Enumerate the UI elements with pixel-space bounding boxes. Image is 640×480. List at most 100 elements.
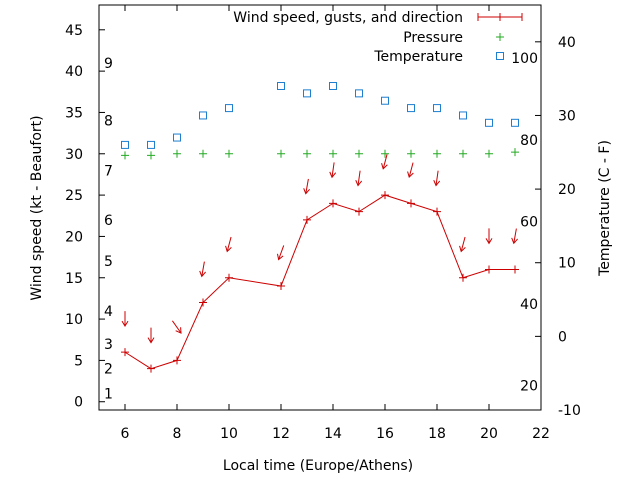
wind-speed-point (199, 298, 207, 307)
temperature-point (433, 104, 441, 113)
temperature-point (329, 82, 337, 90)
wind-direction-arrow (433, 170, 441, 187)
wind-arrow-head (329, 171, 337, 179)
legend-sample-pressure (496, 33, 504, 41)
wind-speed-point (381, 191, 389, 200)
temperature-point (485, 118, 493, 127)
wind-speed-point (277, 282, 285, 291)
series-layer (121, 82, 519, 373)
y-tick-label: 15 (65, 271, 83, 287)
wind-arrow-head (485, 238, 493, 245)
wind-arrow-head (199, 270, 206, 278)
beaufort-label: 9 (104, 56, 113, 72)
temperature-point (277, 82, 285, 90)
y-tick-label: 5 (74, 353, 83, 369)
y-tick-label: 30 (65, 147, 83, 163)
pressure-point (147, 151, 155, 160)
wind-direction-arrow (277, 245, 285, 261)
pressure-point (355, 149, 363, 158)
pressure-point (199, 149, 207, 158)
fahrenheit-label: 80 (520, 133, 538, 149)
y2-axis-label: Temperature (C - F) (597, 140, 613, 277)
x-tick-label: 8 (173, 426, 182, 442)
wind-arrow-shaft (460, 236, 466, 251)
y2-tick-label: -10 (558, 403, 581, 419)
pressure-point (303, 149, 311, 158)
pressure-point (381, 149, 389, 158)
temperature-point (459, 111, 467, 120)
wind-arrow-shaft (357, 170, 361, 185)
y2-tick-label: 30 (558, 108, 576, 124)
wind-direction-arrow (303, 178, 310, 195)
wind-arrow-head (277, 253, 284, 261)
x-tick-label: 12 (272, 426, 290, 442)
x-tick-label: 10 (220, 426, 238, 442)
wind-direction-arrow (355, 170, 363, 187)
wind-direction-arrow (329, 162, 337, 179)
temperature-point (355, 89, 363, 98)
x-tick-label: 16 (376, 426, 394, 442)
beaufort-label: 7 (104, 163, 113, 179)
wind-speed-point (225, 273, 233, 282)
wind-speed-point (173, 356, 181, 365)
temperature-point (199, 111, 207, 120)
wind-arrow-head (459, 245, 466, 253)
pressure-point (225, 149, 233, 158)
x-axis-label: Local time (Europe/Athens) (223, 458, 413, 474)
x-tick-label: 6 (121, 426, 130, 442)
wind-arrow-shaft (382, 154, 388, 168)
wind-speed-point (329, 199, 337, 208)
ticks-layer: 6 8 10 12 14 16 18 20 22051015202530354045-10010… (65, 5, 581, 442)
y-tick-label: 10 (65, 312, 83, 328)
y2-tick-label: 40 (558, 35, 576, 51)
wind-arrow-head (511, 237, 518, 245)
wind-arrow-head (225, 245, 232, 253)
wind-arrow-shaft (226, 236, 232, 251)
temperature-point (173, 133, 181, 142)
x-tick-label: 18 (428, 426, 446, 442)
wind-speed-point (459, 273, 467, 282)
wind-speed-point (407, 199, 415, 208)
wind-direction-arrow (121, 311, 129, 328)
wind-speed-point (433, 207, 441, 216)
wind-arrow-head (175, 327, 182, 334)
beaufort-label: 1 (104, 386, 113, 402)
wind-arrow-shaft (513, 228, 517, 243)
plot-frame (98, 4, 542, 411)
wind-speed-line (124, 194, 515, 370)
wind-speed-point (511, 265, 519, 274)
wind-direction-arrow (199, 261, 206, 278)
wind-arrow-shaft (201, 261, 205, 276)
pressure-point (511, 148, 519, 157)
y-tick-label: 25 (65, 188, 83, 204)
wind-arrow-head (355, 179, 363, 187)
wind-arrow-head (303, 188, 310, 195)
y-axis-label: Wind speed (kt - Beaufort) (29, 115, 45, 300)
temperature-point (147, 140, 155, 149)
wind-direction-arrow (172, 320, 182, 334)
temperature-point (225, 104, 233, 113)
legend-label-temperature: Temperature (373, 49, 463, 65)
wind-arrow-shaft (305, 178, 309, 193)
legend: Wind speed, gusts, and direction Pressure… (233, 10, 523, 65)
beaufort-label: 8 (104, 114, 113, 130)
pressure-point (277, 149, 285, 158)
pressure-point (459, 149, 467, 158)
y-tick-label: 45 (65, 23, 83, 39)
beaufort-label: 2 (104, 362, 113, 378)
pressure-point (433, 149, 441, 158)
beaufort-label: 3 (104, 337, 113, 353)
x-tick-label: 14 (324, 426, 342, 442)
y-tick-label: 35 (65, 105, 83, 121)
beaufort-label: 5 (104, 254, 113, 270)
wind-speed-point (147, 364, 155, 373)
temperature-point (303, 89, 311, 98)
y-tick-label: 20 (65, 229, 83, 245)
wind-arrow-shaft (435, 170, 439, 185)
fahrenheit-label: 20 (520, 379, 538, 395)
beaufort-label: 4 (104, 304, 113, 320)
wind-arrow-head (121, 320, 129, 328)
legend-label-pressure: Pressure (403, 30, 463, 46)
pressure-point (173, 149, 181, 158)
wind-arrow-head (147, 337, 155, 344)
